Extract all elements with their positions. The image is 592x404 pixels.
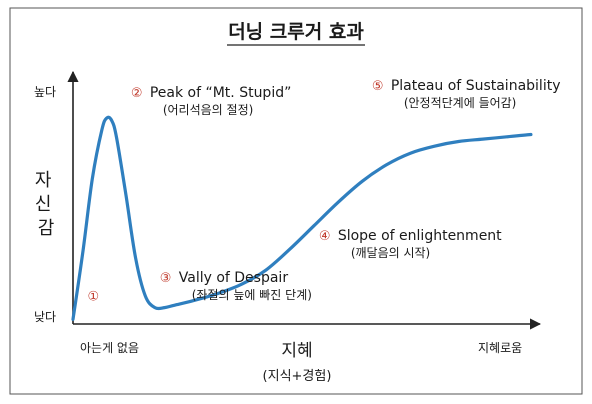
annotation-label-3: Vally of Despair	[179, 270, 289, 286]
annotation-sub-3: (좌절의 늪에 빠진 단계)	[192, 288, 312, 302]
chart-title: 더닝 크루거 효과	[228, 21, 364, 43]
annotation-sub-5: (안정적단계에 들어감)	[404, 96, 517, 110]
confidence-curve-series	[71, 115, 533, 321]
x-tick-high: 지혜로움	[478, 341, 522, 355]
x-axis-label: 지혜	[281, 341, 312, 361]
annotation-number-1: ①	[87, 290, 99, 305]
annotation-number-4: ④	[319, 229, 331, 244]
annotation-sub-2: (어리석음의 절정)	[163, 103, 253, 117]
annotation-label-2: Peak of “Mt. Stupid”	[150, 85, 292, 101]
annotation-label-5: Plateau of Sustainability	[391, 78, 561, 94]
annotation-number-3: ③	[160, 271, 172, 286]
annotation-number-5: ⑤	[372, 79, 384, 94]
annotations: ① ② Peak of “Mt. Stupid” (어리석음의 절정) ③ Vally o…	[87, 78, 560, 305]
y-label-char-3: 감	[38, 218, 55, 239]
annotation-label-4: Slope of enlightenment	[338, 228, 502, 244]
y-label-char-2: 신	[35, 194, 52, 215]
annotation-number-2: ②	[131, 86, 143, 101]
y-tick-high: 높다	[34, 85, 56, 99]
annotation-sub-4: (깨달음의 시작)	[351, 246, 430, 260]
x-tick-low: 아는게 없음	[80, 341, 139, 355]
y-tick-low: 낮다	[34, 310, 56, 324]
x-axis-sublabel: (지식+경험)	[263, 369, 332, 384]
y-axis-label: 자 신 감	[35, 170, 57, 239]
y-label-char-1: 자	[35, 170, 52, 191]
